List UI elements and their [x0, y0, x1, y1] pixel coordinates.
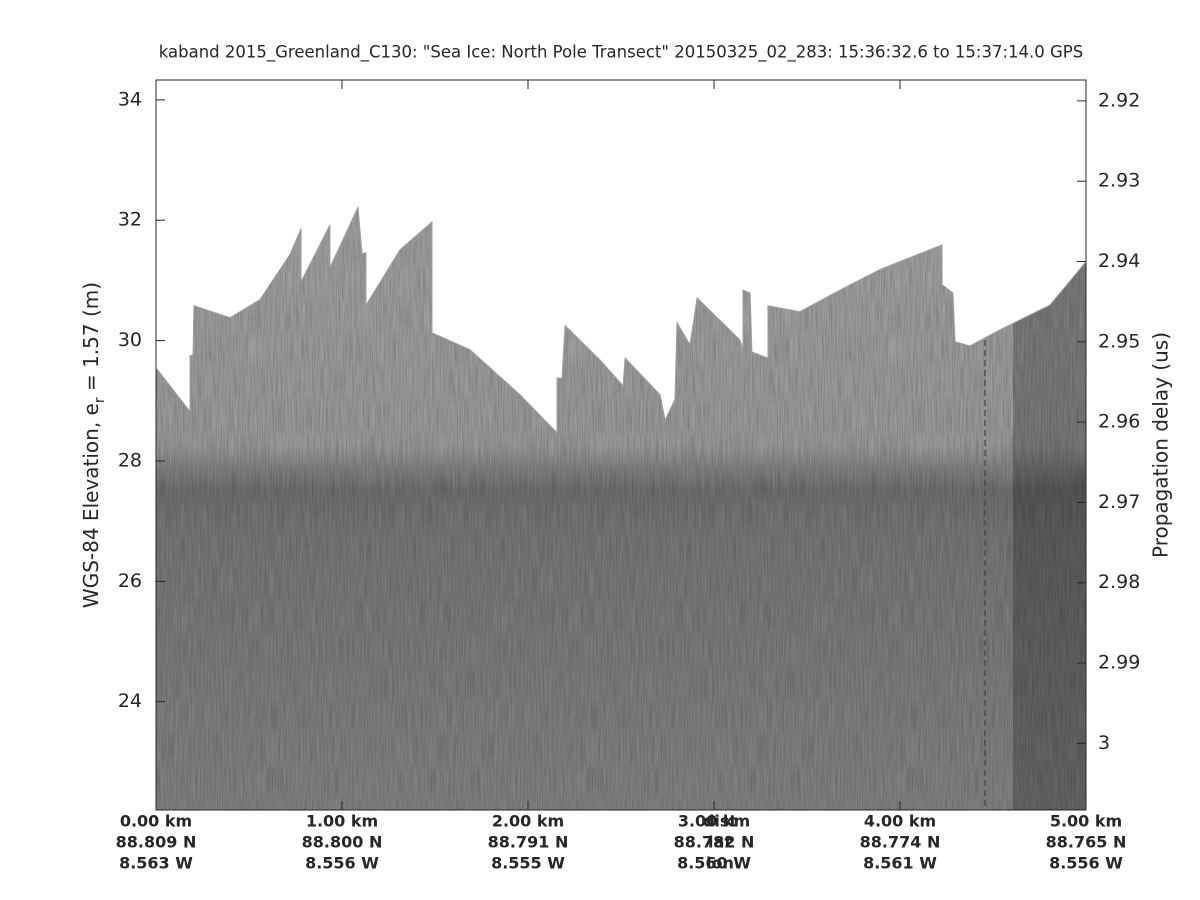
y2-tick-label: 2.97 [1098, 491, 1140, 513]
y-label-sub: r [92, 397, 108, 403]
x-tick-label: 2.00 km [492, 812, 564, 831]
lon-label: 8.555 W [491, 854, 565, 873]
lat-label: 88.782 N [674, 833, 755, 852]
y2-tick-label: 2.93 [1098, 170, 1140, 192]
y-tick-label: 24 [118, 690, 142, 712]
x-tick-label: 5.00 km [1050, 812, 1122, 831]
x-tick-label: 0.00 km [120, 812, 192, 831]
y2-axis-label: Propagation delay (us) [1149, 332, 1173, 558]
y2-tick-label: 2.92 [1098, 89, 1140, 111]
lat-label: 88.800 N [302, 833, 383, 852]
row-label: lat [708, 833, 732, 852]
y2-tick-label: 2.94 [1098, 250, 1140, 272]
y-tick-label: 26 [118, 570, 142, 592]
lat-label: 88.809 N [116, 833, 197, 852]
x-tick-label: 4.00 km [864, 812, 936, 831]
axes-box [155, 79, 1087, 811]
y-label-main: WGS-84 Elevation, e [79, 403, 103, 608]
lat-label: 88.774 N [860, 833, 941, 852]
y2-tick-label: 2.98 [1098, 571, 1140, 593]
x-tick-label: 3.00 km [678, 812, 750, 831]
lon-label: 8.556 W [1049, 854, 1123, 873]
y2-tick-label: 2.96 [1098, 411, 1140, 433]
lat-label: 88.765 N [1046, 833, 1127, 852]
y-tick-label: 32 [118, 209, 142, 231]
y-label-tail: = 1.57 (m) [79, 282, 103, 397]
lon-label: 8.561 W [863, 854, 937, 873]
y-tick-label: 28 [118, 449, 142, 471]
lon-label: 8.560 W [677, 854, 751, 873]
row-label: lon [706, 854, 734, 873]
echogram [156, 206, 1086, 810]
lon-label: 8.556 W [305, 854, 379, 873]
y2-tick-label: 2.99 [1098, 652, 1140, 674]
lon-label: 8.563 W [119, 854, 193, 873]
y-axis-label: WGS-84 Elevation, er = 1.57 (m) [79, 282, 109, 608]
row-label: dist [703, 812, 737, 831]
y-tick-label: 30 [118, 329, 142, 351]
speckle [156, 206, 1086, 810]
y2-tick-label: 2.95 [1098, 330, 1140, 352]
y-tick-label: 34 [118, 88, 142, 110]
dark-region [1013, 206, 1086, 810]
chart-title: kaband 2015_Greenland_C130: "Sea Ice: No… [159, 43, 1083, 63]
x-tick-label: 1.00 km [306, 812, 378, 831]
y2-tick-label: 3 [1098, 732, 1110, 754]
lat-label: 88.791 N [488, 833, 569, 852]
surface [155, 205, 1087, 434]
